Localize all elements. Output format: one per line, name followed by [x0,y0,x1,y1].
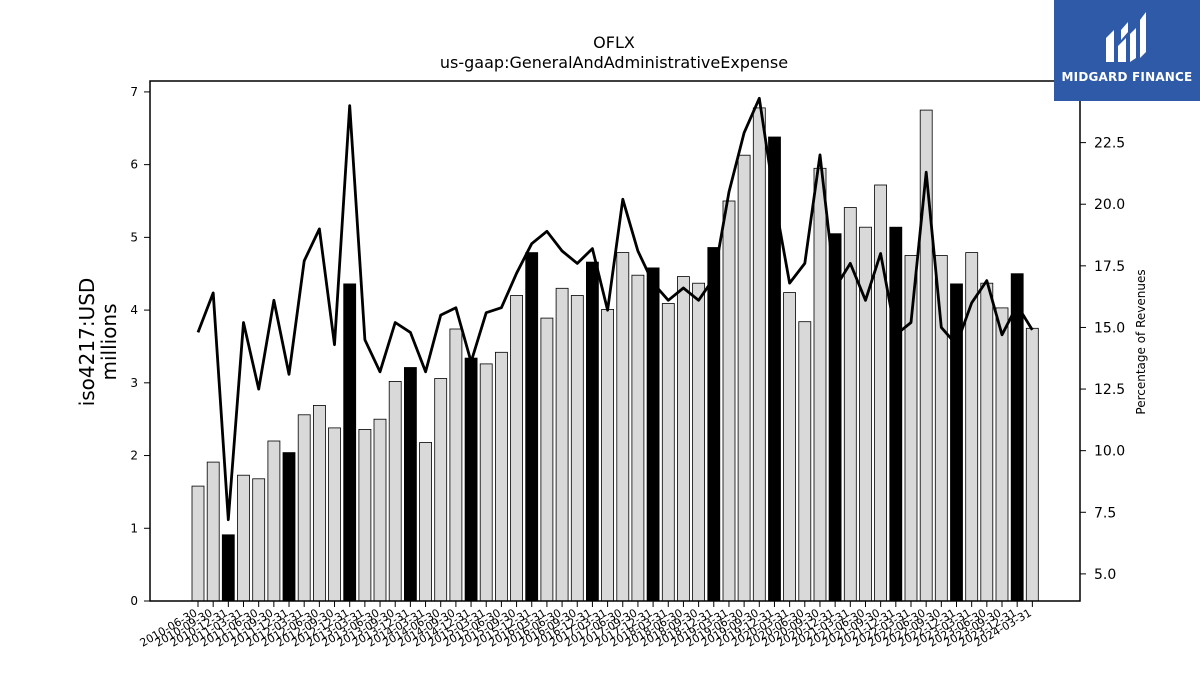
bar [328,427,341,602]
logo-mark-icon [1106,12,1146,62]
line-series [196,96,1034,522]
bar [1025,327,1039,602]
y-tick-label: 4 [130,303,138,317]
bar [419,442,433,602]
bar [479,363,493,602]
y-tick-label: 3 [130,376,138,390]
y-axis-label-line1: iso4217:USD [75,278,99,407]
bar [206,461,220,602]
midgard-finance-logo: MIDGARD FINANCE [1054,0,1200,101]
y-tick-label: 0 [130,594,138,608]
bar [752,107,766,602]
left-axis: 0 1 2 3 4 5 6 7 [130,85,150,608]
bar [677,276,690,602]
bar [267,440,281,602]
bar [1010,273,1024,602]
y-axis-label-line2: millions [97,303,121,380]
bar [783,292,796,602]
y-tick-label: 7 [130,85,138,99]
bar [237,474,250,602]
bar [737,154,751,602]
bar [661,303,675,602]
bar [191,485,205,602]
y2-tick-label: 5.0 [1094,567,1116,583]
bar [282,452,296,602]
chart-title: OFLX [593,33,635,52]
x-axis: 2010-06-302010-09-302010-12-312011-03-31… [138,601,1034,650]
bar [221,534,235,602]
bar [343,283,357,602]
bar [403,367,417,602]
bar [631,274,645,602]
bar [494,351,508,602]
bar [388,380,402,602]
y2-axis-label: Percentage of Revenues [1134,269,1148,414]
y-tick-label: 2 [130,449,138,463]
right-axis: 5.0 7.5 10.0 12.5 15.0 17.5 20.0 22.5 [1080,136,1125,583]
bar [358,428,372,602]
bar [904,255,918,602]
bar [586,261,599,602]
bar [464,357,478,602]
bar [510,295,524,602]
bar [722,200,736,602]
bar [570,295,584,602]
y-tick-label: 5 [130,230,138,244]
bar [252,478,266,602]
bar-series [191,107,1039,602]
bar [813,167,827,602]
bar [646,267,660,602]
bar [312,404,326,602]
y2-tick-label: 22.5 [1094,136,1125,152]
bar [540,317,554,602]
plot-frame [149,80,1081,602]
bar [874,184,887,602]
logo-text: MIDGARD FINANCE [1061,70,1193,84]
bar [707,247,721,602]
bar [980,282,994,602]
y2-tick-label: 15.0 [1094,320,1125,336]
y2-tick-label: 20.0 [1094,197,1125,213]
bar [798,321,812,602]
y-tick-label: 1 [130,521,138,535]
y2-tick-label: 12.5 [1094,382,1125,398]
bar [601,308,614,602]
bar [934,255,948,602]
bar [434,378,448,602]
bar [889,226,903,602]
bar [555,287,569,602]
bar [297,414,311,602]
bar [692,282,705,602]
bar [525,252,539,602]
bar [449,328,463,602]
percentage-line [196,96,1034,522]
y2-tick-label: 10.0 [1094,444,1125,460]
bar [616,252,630,602]
y-tick-label: 6 [130,158,138,172]
chart-subtitle: us-gaap:GeneralAndAdministrativeExpense [440,53,788,72]
bar [995,307,1009,602]
y2-tick-label: 17.5 [1094,259,1125,275]
y2-tick-label: 7.5 [1094,505,1116,521]
bar [373,418,387,602]
